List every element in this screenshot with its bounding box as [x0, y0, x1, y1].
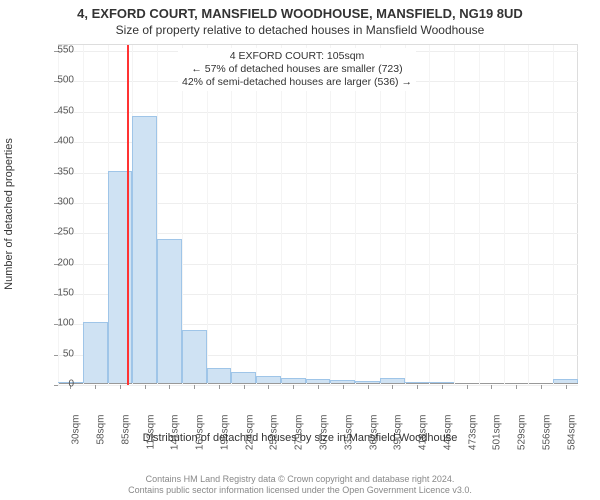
- ytick-label: 150: [34, 287, 74, 298]
- gridline-v: [553, 45, 554, 385]
- histogram-bar: [256, 376, 281, 383]
- xtick-mark: [268, 385, 269, 389]
- ytick-label: 50: [34, 348, 74, 359]
- footer-attribution: Contains HM Land Registry data © Crown c…: [0, 474, 600, 497]
- gridline-h: [58, 112, 578, 113]
- xtick-mark: [120, 385, 121, 389]
- xtick-mark: [219, 385, 220, 389]
- y-axis-label: Number of detached properties: [2, 44, 16, 384]
- ytick-label: 400: [34, 136, 74, 147]
- chart-area: 30sqm58sqm85sqm113sqm141sqm169sqm196sqm2…: [58, 44, 578, 384]
- ytick-label: 500: [34, 75, 74, 86]
- histogram-bar: [182, 330, 207, 383]
- plot-area: 30sqm58sqm85sqm113sqm141sqm169sqm196sqm2…: [58, 44, 578, 384]
- ytick-label: 250: [34, 227, 74, 238]
- xtick-mark: [467, 385, 468, 389]
- gridline-v: [306, 45, 307, 385]
- gridline-v: [429, 45, 430, 385]
- footer-line-2: Contains public sector information licen…: [0, 485, 600, 496]
- footer-line-1: Contains HM Land Registry data © Crown c…: [0, 474, 600, 485]
- gridline-v: [528, 45, 529, 385]
- gridline-v: [355, 45, 356, 385]
- histogram-bar: [306, 379, 331, 383]
- gridline-v: [405, 45, 406, 385]
- histogram-bar: [281, 378, 306, 383]
- ytick-label: 350: [34, 166, 74, 177]
- x-axis-line: [58, 383, 578, 384]
- xtick-mark: [516, 385, 517, 389]
- xtick-mark: [244, 385, 245, 389]
- xtick-mark: [318, 385, 319, 389]
- histogram-bar: [405, 382, 430, 383]
- callout-line-2: ← 57% of detached houses are smaller (72…: [182, 63, 412, 76]
- callout-line-3: 42% of semi-detached houses are larger (…: [182, 76, 412, 89]
- marker-callout: 4 EXFORD COURT: 105sqm ← 57% of detached…: [178, 48, 416, 91]
- ytick-label: 450: [34, 105, 74, 116]
- ytick-label: 200: [34, 257, 74, 268]
- xtick-mark: [566, 385, 567, 389]
- histogram-bar: [355, 381, 380, 383]
- ytick-label: 100: [34, 318, 74, 329]
- histogram-bar: [83, 322, 108, 383]
- xtick-mark: [169, 385, 170, 389]
- callout-line-1: 4 EXFORD COURT: 105sqm: [182, 50, 412, 63]
- xtick-mark: [293, 385, 294, 389]
- xtick-mark: [491, 385, 492, 389]
- xtick-mark: [194, 385, 195, 389]
- marker-line: [127, 45, 129, 385]
- xtick-mark: [442, 385, 443, 389]
- gridline-v: [58, 45, 59, 385]
- histogram-bar: [157, 239, 182, 383]
- xtick-mark: [368, 385, 369, 389]
- gridline-v: [380, 45, 381, 385]
- xtick-mark: [392, 385, 393, 389]
- ytick-label: 300: [34, 196, 74, 207]
- histogram-bar: [553, 379, 578, 383]
- histogram-bar: [207, 368, 232, 383]
- histogram-bar: [330, 380, 355, 383]
- histogram-bar: [429, 382, 454, 383]
- histogram-bar: [231, 372, 256, 383]
- gridline-v: [504, 45, 505, 385]
- ytick-label: 0: [34, 379, 74, 390]
- gridline-v: [281, 45, 282, 385]
- xtick-mark: [95, 385, 96, 389]
- gridline-v: [454, 45, 455, 385]
- xtick-mark: [541, 385, 542, 389]
- xtick-mark: [145, 385, 146, 389]
- gridline-v: [207, 45, 208, 385]
- histogram-bar: [380, 378, 405, 383]
- page-subtitle: Size of property relative to detached ho…: [0, 21, 600, 41]
- xtick-mark: [343, 385, 344, 389]
- gridline-v: [479, 45, 480, 385]
- histogram-bar: [132, 116, 157, 383]
- x-axis-label: Distribution of detached houses by size …: [0, 432, 600, 444]
- page-title-address: 4, EXFORD COURT, MANSFIELD WOODHOUSE, MA…: [0, 0, 600, 21]
- xtick-mark: [417, 385, 418, 389]
- gridline-v: [231, 45, 232, 385]
- gridline-v: [256, 45, 257, 385]
- ytick-label: 550: [34, 45, 74, 56]
- gridline-v: [330, 45, 331, 385]
